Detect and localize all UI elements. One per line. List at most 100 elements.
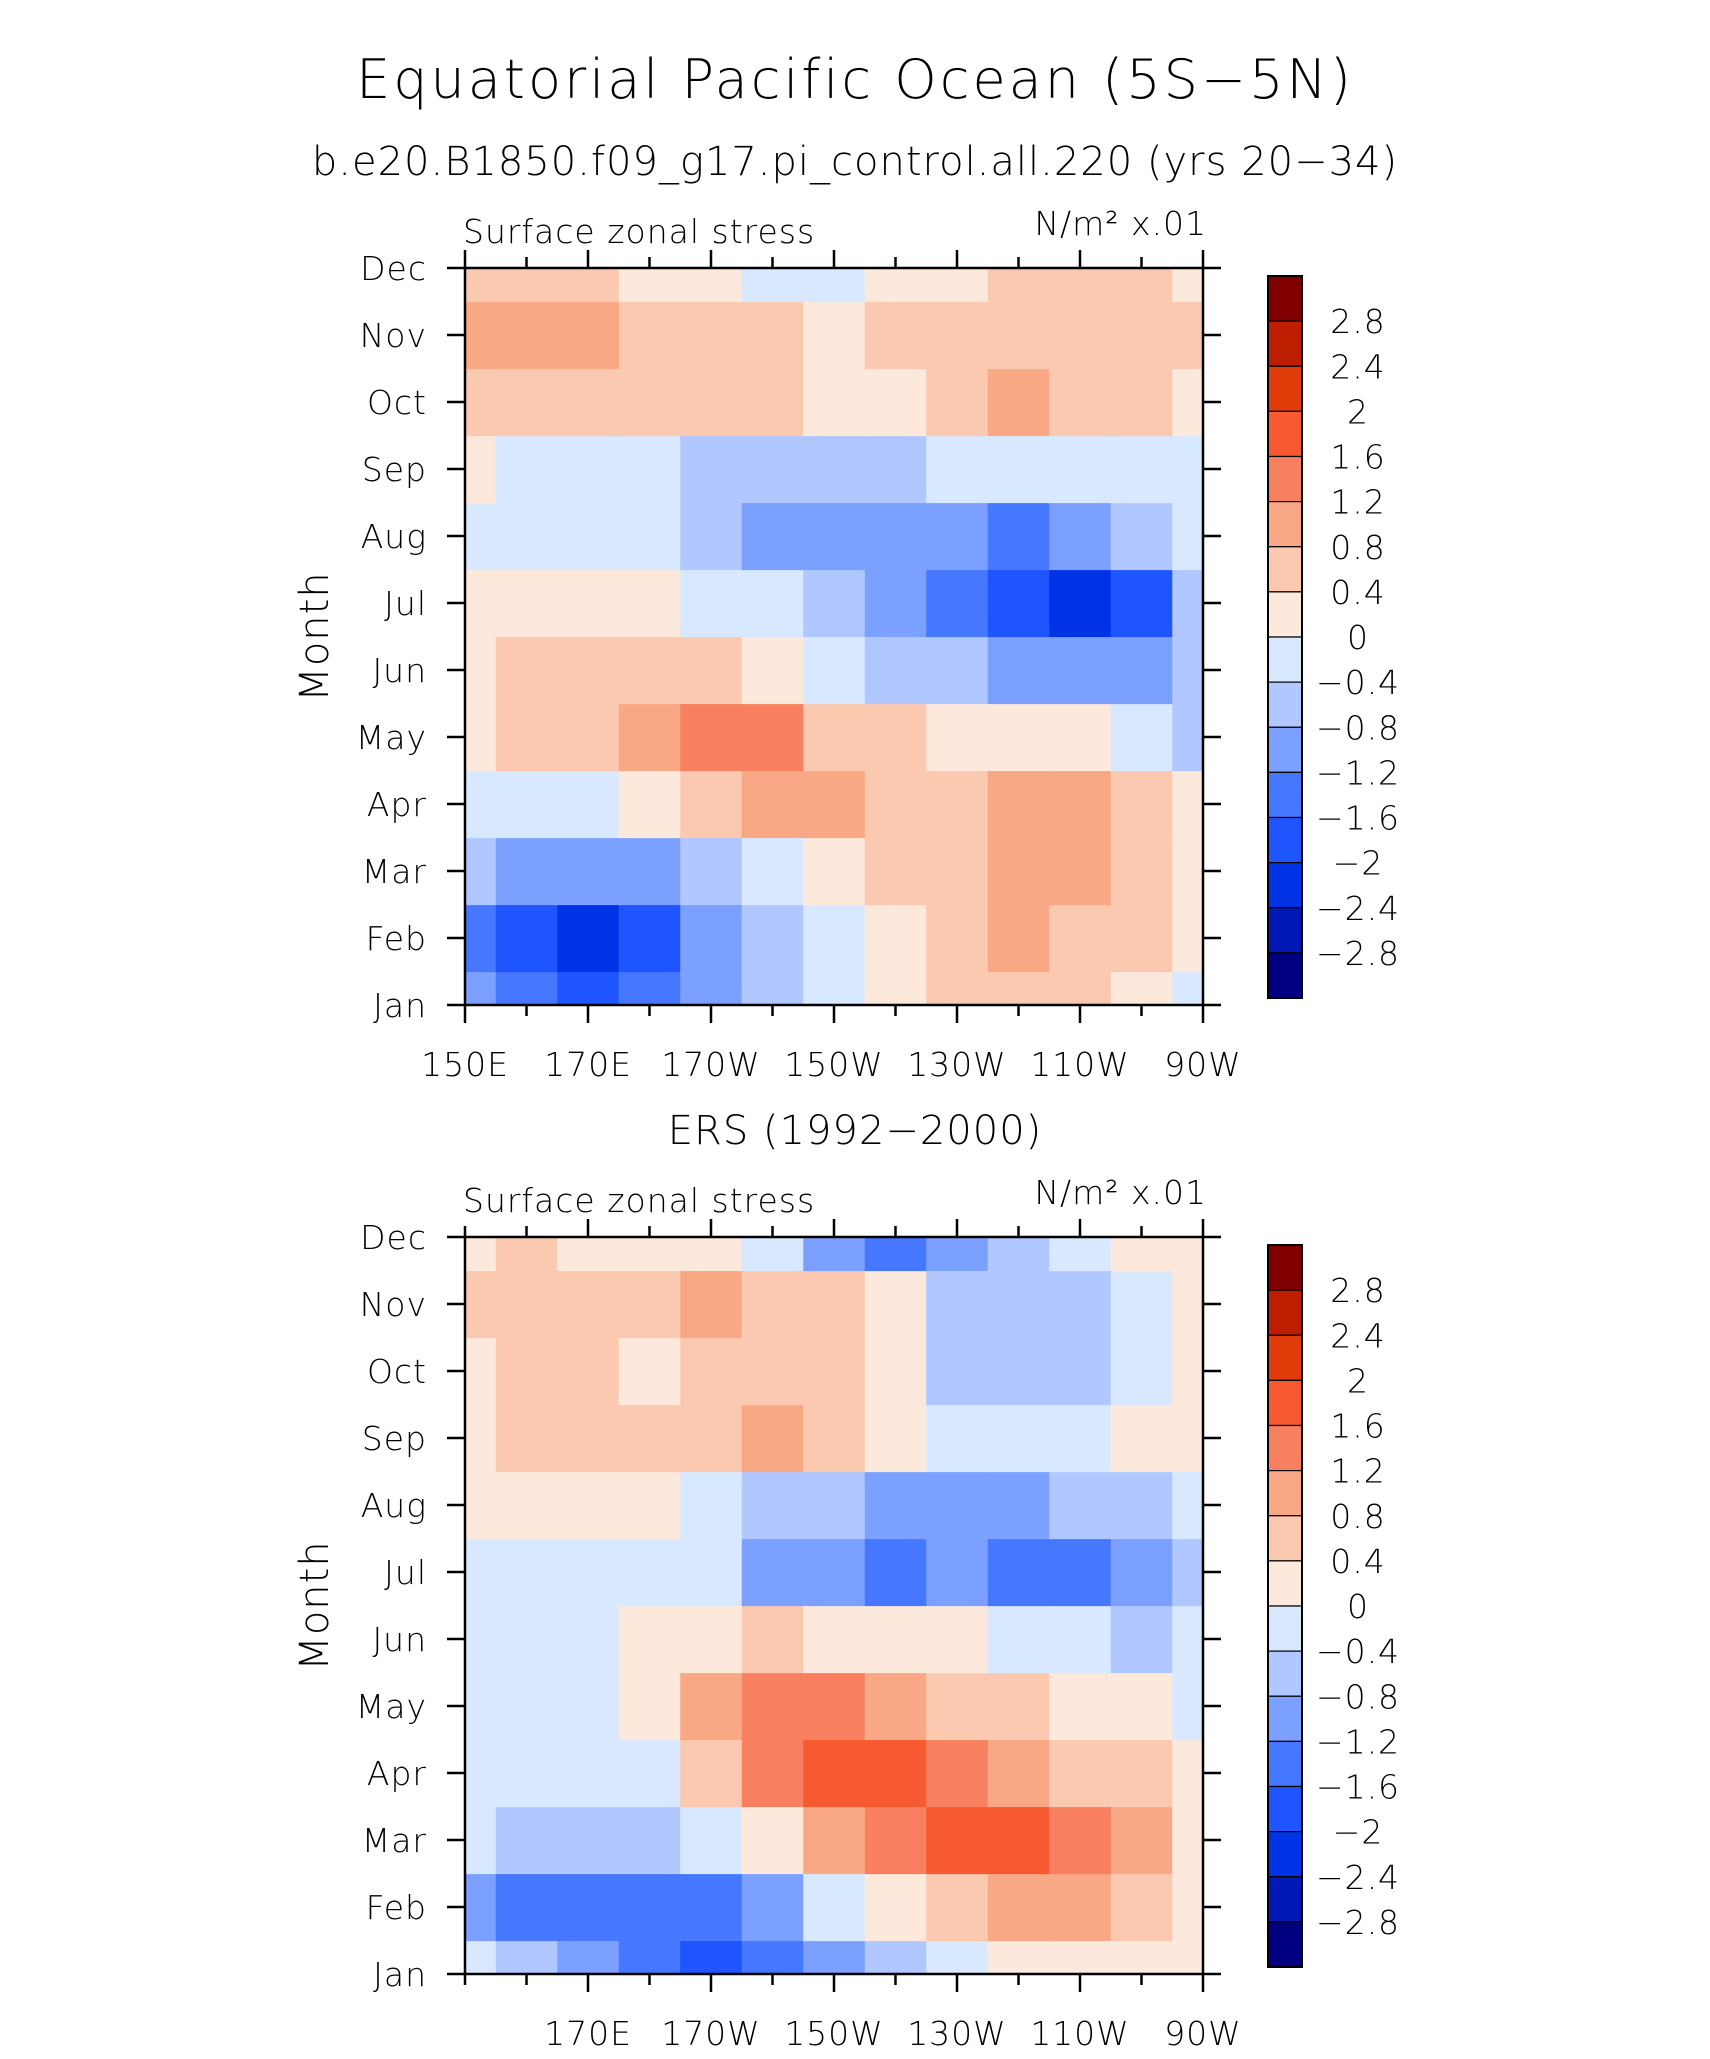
colorbar-frame — [1267, 1244, 1303, 1968]
panel-model: b.e20.B1850.f09_g17.pi_control.all.220 (… — [292, 139, 1400, 1084]
heatmap-cell — [495, 703, 558, 772]
heatmap-cell — [557, 368, 620, 437]
heatmap-cell — [741, 904, 804, 973]
colorbar: 2.8 2.4 2 1.6 1.2 0.8 0.4 0 −0.4 −0.8 −1.2 −1.6 −2 −2… — [1267, 275, 1400, 999]
heatmap-cell — [495, 268, 558, 303]
heatmap-cells — [465, 1237, 1203, 1974]
heatmap-cell — [1049, 1672, 1112, 1741]
colorbar-label: −1.2 — [1316, 1722, 1400, 1761]
heatmap-cell — [1110, 368, 1173, 437]
colorbar-label: −2.4 — [1316, 889, 1400, 928]
heatmap-cell — [741, 837, 804, 906]
heatmap-cell — [618, 1873, 681, 1942]
y-tick-label: Jul — [384, 1553, 427, 1592]
heatmap-cell — [465, 1237, 497, 1272]
heatmap-cell — [1110, 1739, 1173, 1808]
heatmap-cell — [465, 703, 497, 772]
variable-label: Surface zonal stress — [463, 1181, 815, 1220]
y-tick-label: Jan — [373, 1955, 427, 1994]
heatmap-cell — [1110, 502, 1173, 571]
y-tick-label: Nov — [360, 316, 427, 355]
heatmap-cell — [680, 770, 743, 839]
colorbar-label: 2 — [1347, 392, 1369, 431]
heatmap-cell — [1110, 1270, 1173, 1339]
heatmap-cell — [495, 1471, 558, 1540]
heatmap-cell — [803, 1672, 866, 1741]
heatmap-cell — [926, 1873, 989, 1942]
heatmap-cell — [741, 569, 804, 638]
heatmap-cell — [803, 1806, 866, 1875]
colorbar-swatch — [1267, 1785, 1303, 1833]
heatmap-cell — [741, 1672, 804, 1741]
heatmap-cell — [495, 904, 558, 973]
colorbar-swatch — [1267, 320, 1303, 367]
heatmap-cell — [926, 1471, 989, 1540]
heatmap-cell — [680, 1739, 743, 1808]
heatmap-cell — [926, 1237, 989, 1272]
heatmap-cell — [465, 770, 497, 839]
heatmap-cell — [495, 301, 558, 370]
heatmap-cell — [465, 1806, 497, 1875]
heatmap-cell — [803, 1337, 866, 1406]
heatmap-cell — [1172, 1739, 1203, 1808]
heatmap-cell — [864, 703, 927, 772]
heatmap-cell — [1049, 1873, 1112, 1942]
heatmap-cell — [1049, 1739, 1112, 1808]
heatmap-cell — [465, 1270, 497, 1339]
heatmap-cell — [557, 636, 620, 705]
heatmap-cell — [803, 1739, 866, 1808]
heatmap-cell — [618, 770, 681, 839]
colorbar-swatch — [1267, 1289, 1303, 1336]
heatmap-cell — [1049, 502, 1112, 571]
heatmap-cell — [987, 1538, 1050, 1607]
heatmap-cell — [618, 1605, 681, 1674]
heatmap-cell — [557, 770, 620, 839]
heatmap-cell — [864, 971, 927, 1005]
heatmap-cell — [495, 368, 558, 437]
heatmap-cell — [1049, 837, 1112, 906]
panel-ers: ERS (1992−2000) Jan Feb Mar Apr May Jun Jul Aug S… — [292, 1108, 1400, 2053]
heatmap-cell — [465, 435, 497, 504]
heatmap-cell — [987, 904, 1050, 973]
heatmap-cell — [680, 703, 743, 772]
y-tick-label: Jul — [384, 584, 427, 623]
colorbar-swatch — [1267, 1740, 1303, 1788]
heatmap-cell — [495, 971, 558, 1005]
heatmap-cell — [557, 1270, 620, 1339]
colorbar-label: 0.8 — [1330, 1497, 1385, 1536]
heatmap-cell — [495, 1237, 558, 1272]
colorbar-label: 1.6 — [1330, 1407, 1385, 1446]
heatmap-cell — [680, 1404, 743, 1473]
heatmap-cell — [465, 1337, 497, 1406]
heatmap-cell — [1110, 1471, 1173, 1540]
heatmap-cell — [465, 1940, 497, 1974]
colorbar-label: −0.4 — [1316, 663, 1400, 702]
colorbar-label: 1.2 — [1330, 483, 1385, 522]
heatmap-cell — [864, 636, 927, 705]
colorbar-swatch — [1267, 365, 1303, 412]
colorbar-label: 0.4 — [1330, 1542, 1385, 1581]
heatmap-cell — [557, 301, 620, 370]
heatmap-cell — [1110, 837, 1173, 906]
heatmap-cell — [987, 301, 1050, 370]
heatmap-cell — [1172, 569, 1203, 638]
heatmap-cell — [987, 569, 1050, 638]
heatmap-cell — [495, 770, 558, 839]
heatmap-cell — [803, 1940, 866, 1974]
heatmap-cell — [864, 1538, 927, 1607]
heatmap-cell — [864, 1739, 927, 1808]
heatmap-cell — [1049, 1337, 1112, 1406]
colorbar-swatch — [1267, 591, 1303, 638]
heatmap-cell — [618, 1672, 681, 1741]
colorbar-swatch — [1267, 410, 1303, 458]
heatmap-cell — [618, 1471, 681, 1540]
colorbar-swatch — [1267, 681, 1303, 728]
heatmap-cell — [680, 368, 743, 437]
colorbar-label: 2.4 — [1330, 347, 1385, 386]
heatmap-cells — [465, 268, 1203, 1005]
colorbar-swatch — [1267, 1379, 1303, 1427]
y-tick-label: Aug — [361, 517, 427, 556]
heatmap-cell — [680, 1237, 743, 1272]
colorbar-label: 2 — [1347, 1361, 1369, 1400]
